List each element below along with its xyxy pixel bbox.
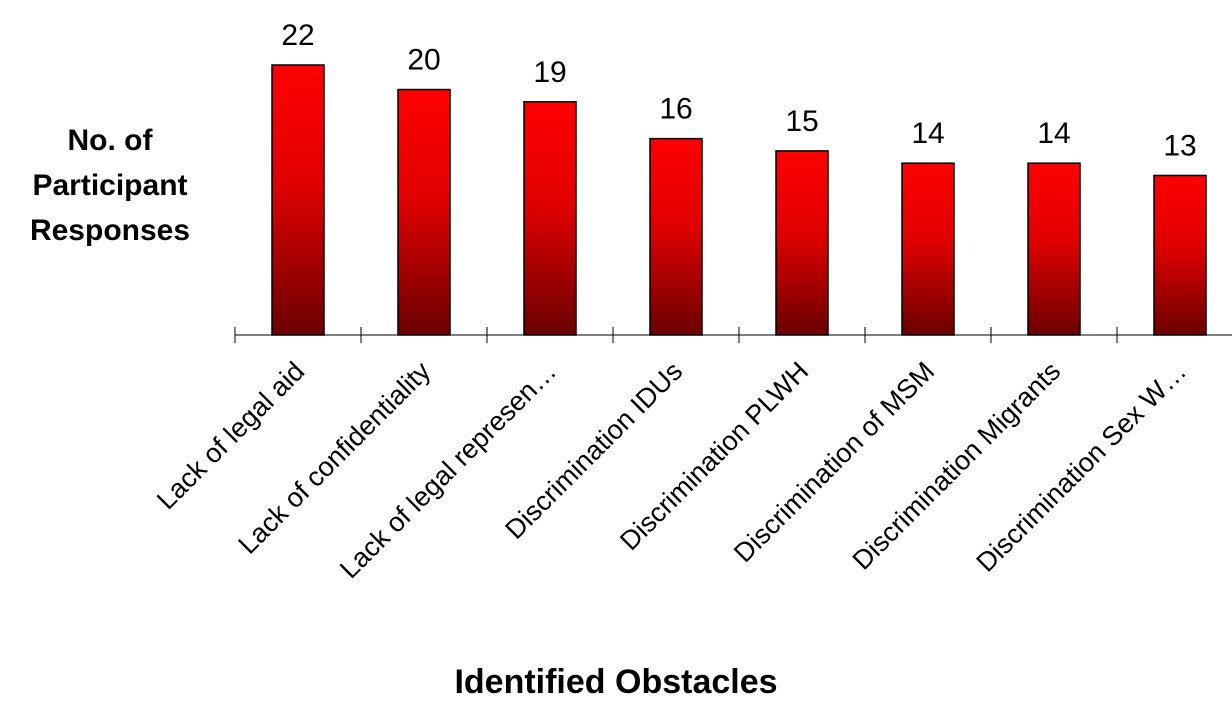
bars-group [271, 64, 1207, 336]
data-label: 14 [911, 117, 944, 150]
y-axis-label-line-1: No. of [68, 124, 154, 157]
bar [271, 64, 325, 336]
bar [901, 162, 955, 336]
bar [523, 101, 577, 336]
category-label: Discrimination Migrants [847, 356, 1067, 576]
data-label: 13 [1163, 129, 1196, 162]
y-axis-label-line-2: Participant [32, 169, 187, 202]
category-label: Discrimination Sex W… [971, 356, 1193, 578]
x-axis-label: Identified Obstacles [454, 663, 777, 701]
bar [649, 137, 703, 336]
data-label: 19 [533, 56, 566, 89]
bar [397, 88, 451, 336]
y-axis-label-line-3: Responses [30, 214, 190, 247]
bar [1153, 174, 1207, 336]
data-label: 14 [1037, 117, 1070, 150]
category-label: Lack of legal represen… [334, 356, 562, 584]
data-label: 15 [785, 105, 818, 138]
data-labels-group: 22 20 19 16 15 14 14 13 [281, 19, 1196, 162]
data-label: 20 [407, 44, 440, 77]
data-label: 22 [281, 19, 314, 52]
data-label: 16 [659, 93, 692, 126]
bar [1027, 162, 1081, 336]
bar [775, 150, 829, 336]
x-axis [234, 327, 1232, 343]
